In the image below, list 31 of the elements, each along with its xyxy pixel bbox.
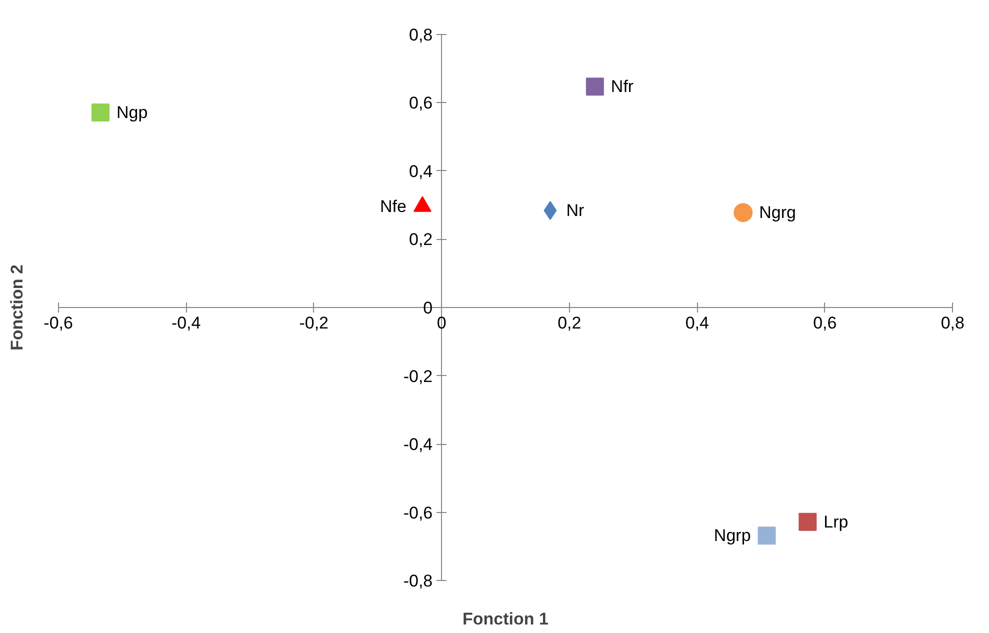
series-label: Nr (566, 201, 584, 220)
x-tick-label: 0,2 (558, 314, 582, 332)
series-label: Ngrg (759, 203, 796, 222)
point (734, 203, 753, 222)
point (91, 104, 110, 122)
x-tick-label: 0,8 (940, 314, 964, 332)
y-tick-label: 0 (423, 298, 433, 318)
y-tick-label: 0,6 (408, 94, 433, 113)
y-tick-label: 0,8 (408, 25, 433, 44)
x-tick-label: 0,6 (813, 314, 837, 332)
series-label: Nfr (610, 77, 634, 96)
y-tick-label: -0,2 (403, 366, 433, 386)
series-label: Lrp (824, 512, 848, 532)
x-tick-label: -0,2 (299, 314, 329, 332)
y-tick-label: 0,2 (408, 230, 433, 250)
x-tick-label: 0,4 (685, 314, 709, 332)
y-tick-label: -0,4 (403, 435, 433, 454)
series-label: Nfe (380, 196, 406, 216)
point (586, 78, 604, 96)
y-axis-title: Fonction 2 (8, 264, 26, 350)
series-label: Ngrp (714, 526, 751, 546)
point (758, 526, 776, 545)
x-tick-label: 0 (436, 314, 446, 332)
x-tick-label: -0,4 (171, 314, 201, 332)
y-tick-label: 0,4 (408, 162, 433, 181)
series-label: Ngp (116, 103, 148, 122)
y-tick-label: -0,8 (403, 572, 433, 591)
x-axis-title: Fonction 1 (462, 610, 548, 628)
x-tick-label: -0,6 (44, 314, 73, 332)
y-tick-label: -0,6 (403, 503, 433, 522)
point (798, 512, 817, 531)
